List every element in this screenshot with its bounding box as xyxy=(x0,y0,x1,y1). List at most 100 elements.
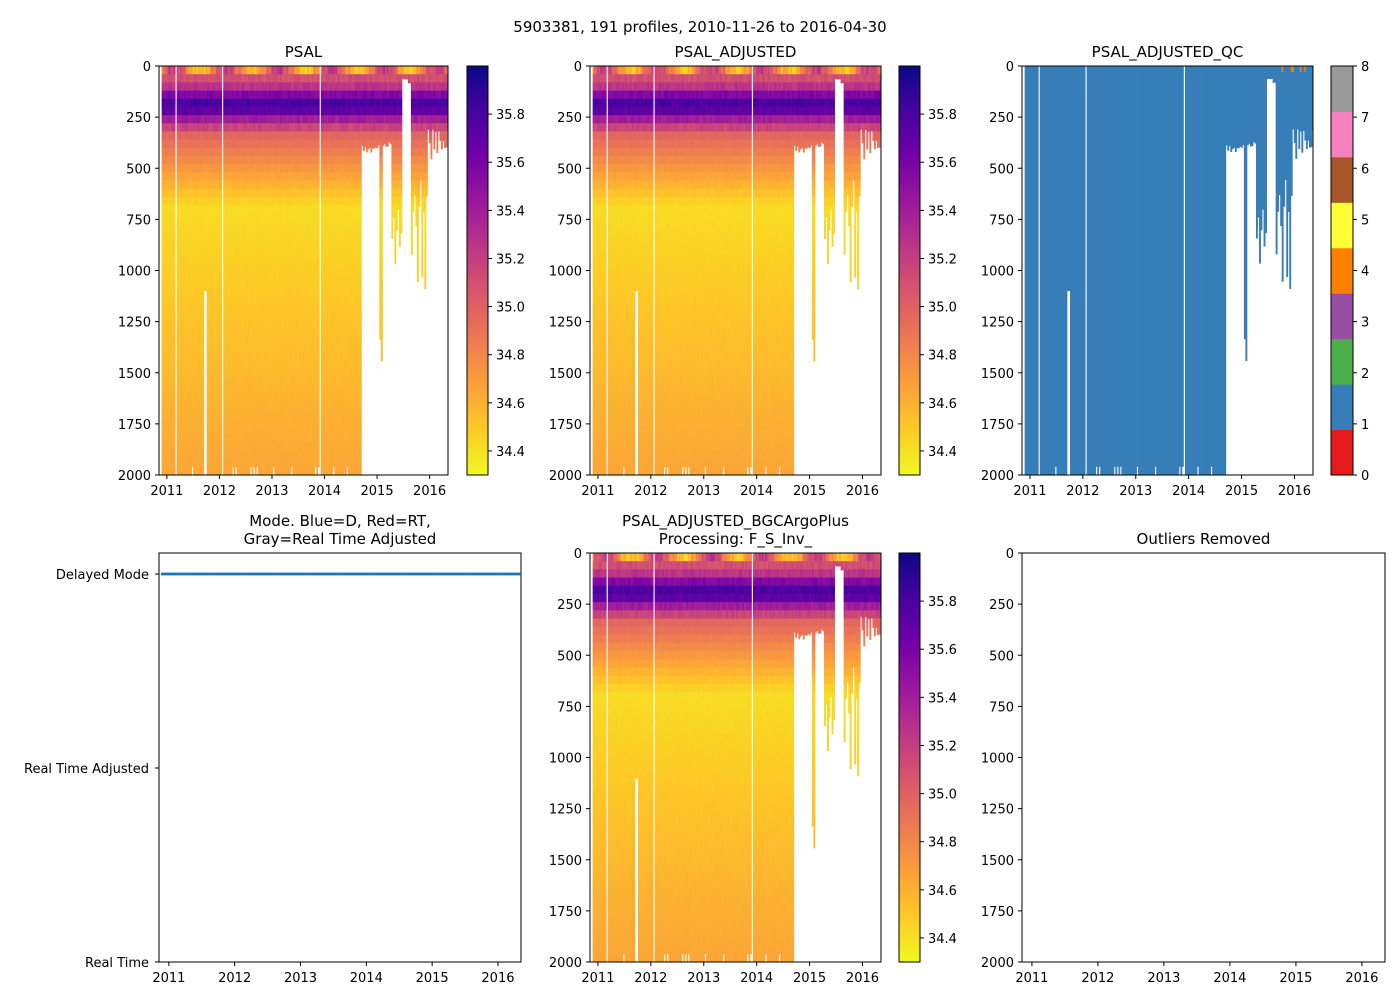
psal-cell xyxy=(292,90,295,100)
psal-cell xyxy=(236,466,239,475)
psal-cell xyxy=(260,90,263,100)
psal-cell xyxy=(176,319,179,329)
psal-cell xyxy=(238,319,241,329)
psal-cell xyxy=(215,131,218,141)
psal-cell xyxy=(311,74,314,83)
psal-cell xyxy=(268,303,271,312)
psal-cell xyxy=(230,278,233,288)
psal-cell xyxy=(182,352,185,361)
psal-cell xyxy=(191,335,194,345)
psal-cell xyxy=(203,262,206,271)
psal-cell xyxy=(268,180,271,190)
psal-cell xyxy=(272,319,275,329)
psal-cell xyxy=(215,74,218,83)
psal-cell xyxy=(190,115,193,124)
psal-cell xyxy=(191,172,194,181)
psal-cell xyxy=(281,425,284,435)
psal-cell xyxy=(181,115,184,124)
psal-cell xyxy=(290,123,293,132)
psal-cell xyxy=(211,434,214,443)
psal-cell xyxy=(218,196,221,206)
psal-cell xyxy=(236,164,239,173)
psal-cell xyxy=(307,376,310,386)
psal-cell xyxy=(307,254,310,263)
psal-cell xyxy=(164,254,167,263)
psal-cell xyxy=(304,106,307,116)
psal-cell xyxy=(164,155,167,165)
psal-cell xyxy=(211,295,214,304)
psal-cell xyxy=(274,237,277,247)
psal-cell xyxy=(197,188,200,198)
psal-cell xyxy=(193,450,196,460)
psal-cell xyxy=(184,254,187,263)
psal-cell xyxy=(301,131,304,141)
psal-cell xyxy=(170,164,173,173)
psal-cell xyxy=(238,401,241,410)
psal-cell xyxy=(238,286,241,296)
psal-cell xyxy=(233,180,236,190)
psal-cell xyxy=(263,237,266,247)
psal-cell xyxy=(256,213,259,222)
psal-cell xyxy=(239,409,242,419)
psal-cell xyxy=(302,295,305,304)
psal-cell xyxy=(203,123,206,132)
psal-cell xyxy=(272,270,275,280)
psal-cell xyxy=(295,98,298,108)
psal-cell xyxy=(277,286,280,296)
psal-cell xyxy=(242,434,245,443)
psal-cell xyxy=(176,245,179,255)
psal-cell xyxy=(307,368,310,378)
psal-cell xyxy=(209,131,212,141)
psal-cell xyxy=(173,450,176,460)
psal-cell xyxy=(197,327,200,337)
psal-cell xyxy=(247,311,250,320)
psal-cell xyxy=(277,106,280,116)
psal-cell xyxy=(296,278,299,288)
psal-cell xyxy=(241,66,244,75)
psal-cell xyxy=(223,254,226,263)
psal-cell xyxy=(292,344,295,353)
psal-cell xyxy=(235,180,238,190)
psal-cell xyxy=(239,98,242,108)
psal-cell xyxy=(232,262,235,271)
psal-cell xyxy=(214,344,217,353)
psal-cell xyxy=(194,295,197,304)
psal-cell xyxy=(257,409,260,419)
psal-cell xyxy=(266,393,269,402)
psal-cell xyxy=(236,401,239,410)
psal-cell xyxy=(311,303,314,312)
psal-cell xyxy=(215,82,218,91)
psal-cell xyxy=(263,98,266,108)
psal-cell xyxy=(218,66,221,75)
psal-cell xyxy=(211,425,214,435)
psal-cell xyxy=(194,393,197,402)
psal-cell xyxy=(278,123,281,132)
psal-cell xyxy=(188,311,191,320)
psal-cell xyxy=(209,188,212,198)
psal-cell xyxy=(263,344,266,353)
psal-cell xyxy=(224,196,227,206)
psal-cell xyxy=(284,262,287,271)
psal-cell xyxy=(247,401,250,410)
psal-cell xyxy=(289,172,292,181)
psal-cell xyxy=(260,458,263,468)
psal-cell xyxy=(170,385,173,394)
psal-cell xyxy=(254,401,257,410)
psal-cell xyxy=(218,254,221,263)
psal-cell xyxy=(188,376,191,386)
psal-cell xyxy=(190,98,193,108)
psal-cell xyxy=(194,98,197,108)
psal-cell xyxy=(172,335,175,345)
psal-cell xyxy=(277,221,280,230)
psal-cell xyxy=(280,450,283,460)
psal-cell xyxy=(233,188,236,198)
psal-cell xyxy=(256,229,259,239)
psal-cell xyxy=(217,278,220,288)
psal-cell xyxy=(302,303,305,312)
psal-cell xyxy=(187,401,190,410)
psal-cell xyxy=(262,245,265,255)
psal-cell xyxy=(202,385,205,394)
psal-cell xyxy=(248,213,251,222)
psal-cell xyxy=(260,425,263,435)
psal-cell xyxy=(283,303,286,312)
